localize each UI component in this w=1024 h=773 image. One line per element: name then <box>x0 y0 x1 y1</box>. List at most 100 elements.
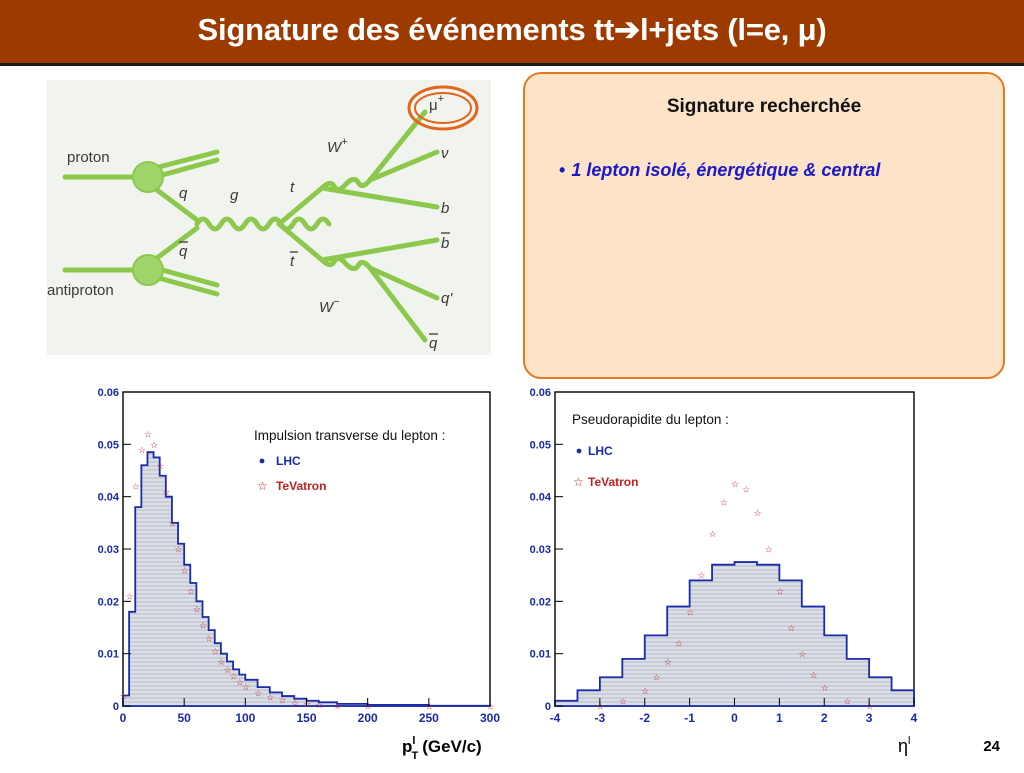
tevatron-point: ☆ <box>291 698 299 708</box>
pt-plot-svg: ☆☆☆☆☆☆☆☆☆☆☆☆☆☆☆☆☆☆☆☆☆☆ ☆ ☆ ☆ ☆ ☆ ☆ ☆ ☆ ☆ 0 50 100 15… <box>98 387 501 762</box>
tevatron-point: ☆ <box>675 639 683 649</box>
pt-legend-lhc: LHC <box>276 454 301 468</box>
y-tick-label: 0.03 <box>98 544 119 556</box>
tevatron-point: ☆ <box>223 665 231 675</box>
bullet-dot-icon: • <box>559 160 566 180</box>
x-tick-label: 1 <box>776 711 783 725</box>
x-tick-label: -3 <box>595 711 606 725</box>
eta-plot-svg: ☆☆☆☆☆☆☆☆☆☆☆☆☆☆☆☆☆☆☆☆☆ -4 -3 -2 -1 0 1 2 3 4 00.0… <box>530 387 918 756</box>
signature-box-title: Signature recherchée <box>666 96 862 117</box>
tevatron-point: ☆ <box>181 565 189 575</box>
x-tick-label: -2 <box>639 711 650 725</box>
label-bbar: b <box>441 235 449 252</box>
label-mu: μ+ <box>429 93 444 114</box>
pt-y-ticks: 0 0.01 0.02 0.03 0.04 0.05 0.06 <box>98 387 131 713</box>
eta-legend-tevatron-marker: ☆ <box>573 475 584 489</box>
y-tick-label: 0 <box>113 701 119 713</box>
label-wplus: W+ <box>327 136 348 156</box>
pt-x-axis-label: pl T (GeV/c) <box>402 735 482 762</box>
tevatron-point: ☆ <box>664 657 672 667</box>
label-qprime: q' <box>441 290 453 307</box>
x-tick-label: -4 <box>550 711 561 725</box>
y-tick-label: 0.03 <box>530 544 551 556</box>
tevatron-point: ☆ <box>211 647 219 657</box>
tevatron-point: ☆ <box>175 545 183 555</box>
signature-bullet: • 1 lepton isolé, énergétique & central <box>559 160 880 181</box>
tevatron-point: ☆ <box>742 484 750 494</box>
neutrino-line <box>367 149 440 183</box>
tevatron-point: ☆ <box>866 702 874 712</box>
tevatron-point: ☆ <box>843 696 851 706</box>
label-proton: proton <box>67 149 110 166</box>
signature-box: Signature recherchée • 1 lepton isolé, én… <box>523 72 1005 379</box>
tevatron-point: ☆ <box>144 429 152 439</box>
x-tick-label: 200 <box>358 711 378 725</box>
y-tick-label: 0.02 <box>530 596 551 608</box>
pt-plot: ☆ ☆ ☆ ☆ ☆ ☆ ☆ ☆ ☆ ☆ ☆ ☆ ☆ ☆ ☆ ☆ ☆ ☆ ☆ ☆ ☆ ☆ ☆ ☆ ☆ ☆ ☆ ☆ ☆ ☆ ☆ 0 50 100 15… <box>84 380 504 768</box>
muon-line <box>367 109 428 183</box>
tevatron-point: ☆ <box>487 702 495 712</box>
top-line <box>276 185 325 227</box>
x-tick-label: 150 <box>296 711 316 725</box>
eta-legend-tevatron: TeVatron <box>588 475 638 489</box>
qbar2-line <box>367 265 428 343</box>
y-tick-label: 0.01 <box>98 649 119 661</box>
signature-bullet-text: 1 lepton isolé, énergétique & central <box>571 160 881 180</box>
eta-lhc-histogram <box>554 561 915 707</box>
y-tick-label: 0.04 <box>530 492 552 504</box>
tevatron-point: ☆ <box>334 701 342 711</box>
tevatron-point: ☆ <box>199 620 207 630</box>
label-g: g <box>230 187 239 204</box>
tevatron-point: ☆ <box>217 657 225 667</box>
label-tbar: t <box>290 253 295 270</box>
y-tick-label: 0.01 <box>530 649 551 661</box>
wplus-line <box>319 176 373 192</box>
x-tick-label: 100 <box>235 711 255 725</box>
pt-legend-tevatron-marker: ☆ <box>257 479 268 493</box>
eta-plot: ☆ ☆ ☆ ☆ ☆ ☆ ☆ ☆ ☆ ☆ ☆ ☆ ☆ ☆ ☆ ☆ ☆ ☆ ☆ ☆ ☆ -4 -3 -2 -1 0 1 2 3 4 0 0.0… <box>516 380 926 768</box>
quark-line <box>154 187 200 223</box>
label-nu: ν <box>441 145 449 162</box>
tevatron-point: ☆ <box>230 672 238 682</box>
pt-x-ticks: 0 50 100 150 200 250 300 <box>120 698 500 725</box>
tevatron-point: ☆ <box>731 479 739 489</box>
y-tick-label: 0.06 <box>530 387 551 399</box>
label-t: t <box>290 179 295 196</box>
x-tick-label: 4 <box>911 711 918 725</box>
tevatron-point: ☆ <box>787 623 795 633</box>
tevatron-point: ☆ <box>187 586 195 596</box>
tevatron-point: ☆ <box>279 696 287 706</box>
eta-plot-title: Pseudorapidite du lepton : <box>572 412 729 427</box>
tevatron-point: ☆ <box>765 545 773 555</box>
tevatron-point: ☆ <box>596 702 604 712</box>
antiquark-line <box>154 225 200 261</box>
title-suffix: l+jets (l=e, μ) <box>639 12 827 47</box>
tevatron-point: ☆ <box>709 529 717 539</box>
antitop-line <box>276 221 325 263</box>
x-tick-label: 250 <box>419 711 439 725</box>
pt-tevatron-markers: ☆☆☆☆☆☆☆☆☆☆☆☆☆☆☆☆☆☆☆☆☆☆ ☆ ☆ ☆ ☆ ☆ ☆ ☆ ☆ ☆ <box>120 429 495 711</box>
y-tick-label: 0.06 <box>98 387 119 399</box>
y-tick-label: 0.05 <box>530 439 551 451</box>
pt-legend-tevatron: TeVatron <box>276 479 326 493</box>
arrow-icon: ➔ <box>614 12 640 47</box>
tevatron-point: ☆ <box>686 607 694 617</box>
y-tick-label: 0.04 <box>98 492 120 504</box>
gluon-line <box>194 216 332 232</box>
eta-x-axis-label: ηl <box>898 735 910 756</box>
tevatron-point: ☆ <box>254 688 262 698</box>
tevatron-point: ☆ <box>364 701 372 711</box>
tevatron-point: ☆ <box>236 677 244 687</box>
label-qbar: q <box>179 243 188 260</box>
x-tick-label: 2 <box>821 711 828 725</box>
pt-lhc-histogram <box>122 451 491 707</box>
feynman-lines <box>62 109 440 343</box>
label-antiproton: antiproton <box>47 282 114 299</box>
feynman-diagram: proton antiproton q q g t t W+ W− μ+ ν b… <box>47 80 491 355</box>
y-tick-label: 0.05 <box>98 439 119 451</box>
tevatron-point: ☆ <box>810 670 818 680</box>
lhc-histogram-path <box>122 451 491 707</box>
label-b: b <box>441 200 449 217</box>
label-qbar2: q <box>429 335 438 352</box>
tevatron-point: ☆ <box>303 699 311 709</box>
